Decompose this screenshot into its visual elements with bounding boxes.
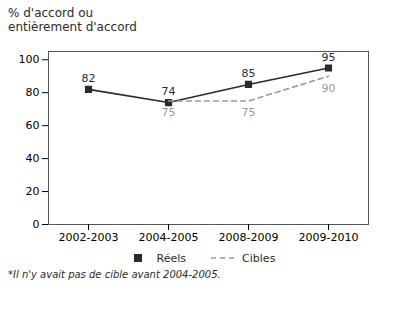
html-text:Réels: Réels (156, 251, 187, 265)
svg-text:2008-2009: 2008-2009 (219, 231, 279, 244)
svg-text:2009-2010: 2009-2010 (299, 231, 359, 244)
html-text:Cibles: Cibles (242, 251, 276, 265)
svg-text:2004-2005: 2004-2005 (139, 231, 199, 244)
svg-text:20: 20 (26, 185, 40, 198)
svg-text:2002-2003: 2002-2003 (59, 231, 119, 244)
svg-text:40: 40 (26, 152, 40, 165)
svg-text:80: 80 (26, 86, 40, 99)
svg-text:100: 100 (19, 53, 40, 66)
svg-text:95: 95 (322, 50, 336, 63)
html-text:*Il n'y avait pas de cible ava: *Il n'y avait pas de cible avant 2004-20… (8, 268, 221, 280)
html-text:% d'accord ou entièrement d'ac: % d'accord ou entièrement d'accord (8, 6, 137, 35)
svg-text:74: 74 (162, 85, 176, 98)
svg-text:60: 60 (26, 119, 40, 132)
svg-text:82: 82 (82, 72, 96, 85)
svg-text:85: 85 (242, 67, 256, 80)
svg-text:90: 90 (322, 82, 336, 95)
svg-text:75: 75 (242, 106, 256, 119)
svg-text:0: 0 (33, 218, 40, 231)
svg-text:75: 75 (162, 106, 176, 119)
